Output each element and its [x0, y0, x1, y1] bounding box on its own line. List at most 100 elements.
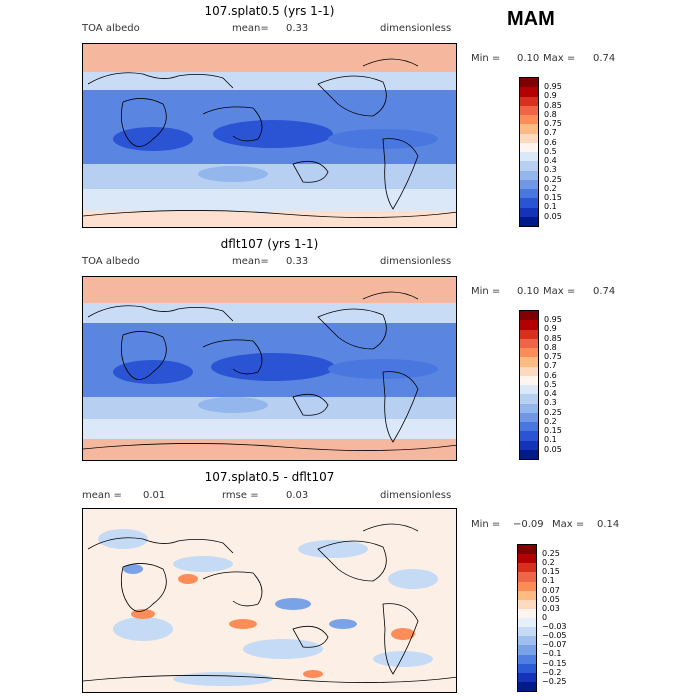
colorbar-swatch — [518, 654, 536, 664]
panel-top-coastlines — [83, 58, 456, 218]
colorbar-tick-label: −0.05 — [542, 631, 567, 641]
colorbar-tick-label: −0.15 — [542, 658, 567, 668]
panel-middle-max-label: Max = — [543, 286, 576, 297]
colorbar-tick-label: 0.05 — [544, 211, 562, 221]
colorbar-tick-label: 0.5 — [544, 146, 557, 156]
colorbar-swatch — [518, 681, 536, 691]
colorbar-tick-label: 0.1 — [544, 435, 557, 445]
colorbar-swatch — [520, 366, 538, 376]
colorbar-swatch — [520, 133, 538, 143]
colorbar-swatch — [520, 449, 538, 459]
colorbar-tick-label: 0.25 — [544, 407, 562, 417]
colorbar-tick-label: −0.07 — [542, 640, 567, 650]
panel-middle-units: dimensionless — [380, 256, 452, 267]
colorbar-swatch — [518, 581, 536, 591]
colorbar-tick-label: 0.95 — [544, 315, 562, 324]
colorbar-swatch — [520, 338, 538, 348]
panel-top-min-label: Min = — [471, 53, 501, 64]
colorbar-swatch — [520, 385, 538, 395]
panel-top-variable: TOA albedo — [82, 23, 140, 34]
colorbar-swatch — [518, 645, 536, 655]
colorbar-swatch — [518, 554, 536, 564]
colorbar-tick-label: 0.6 — [544, 137, 557, 147]
panel-middle-min-label: Min = — [471, 286, 501, 297]
colorbar-tick-label: 0.3 — [544, 398, 557, 408]
colorbar-swatch — [520, 440, 538, 450]
colorbar-tick-label: 0.1 — [542, 576, 555, 586]
panel-bottom-colorbar — [517, 544, 537, 692]
panel-bottom-max-value: 0.14 — [597, 519, 620, 530]
panel-top-colorbar — [519, 77, 539, 227]
colorbar-tick-label: 0.05 — [544, 444, 562, 454]
colorbar-tick-label: 0.75 — [544, 119, 562, 128]
colorbar-tick-label: 0 — [542, 612, 548, 622]
colorbar-swatch — [520, 142, 538, 152]
colorbar-swatch — [518, 545, 536, 555]
colorbar-tick-label: 0.25 — [544, 174, 562, 184]
colorbar-tick-label: −0.1 — [542, 649, 562, 659]
panel-bottom-max-label: Max = — [552, 519, 585, 530]
panel-top-max-value: 0.74 — [593, 53, 616, 64]
colorbar-swatch — [518, 608, 536, 618]
colorbar-swatch — [518, 627, 536, 637]
colorbar-tick-label: 0.1 — [544, 202, 557, 212]
panel-bottom-rmse-value: 0.03 — [286, 490, 309, 501]
panel-bottom-min-label: Min = — [471, 519, 501, 530]
colorbar-swatch — [520, 124, 538, 134]
colorbar-tick-label: −0.2 — [542, 667, 562, 677]
colorbar-swatch — [520, 115, 538, 125]
colorbar-tick-label: 0.8 — [544, 109, 557, 119]
colorbar-tick-label: 0.7 — [544, 128, 557, 138]
panel-middle-mean-label: mean= — [232, 256, 269, 267]
colorbar-swatch — [520, 357, 538, 367]
panel-bottom-coastlines — [83, 523, 456, 683]
colorbar-swatch — [520, 348, 538, 358]
panel-middle-map — [82, 276, 457, 461]
panel-top-max-label: Max = — [543, 53, 576, 64]
panel-bottom-mean-label: mean = — [82, 490, 122, 501]
colorbar-swatch — [518, 672, 536, 682]
colorbar-swatch — [520, 170, 538, 180]
colorbar-swatch — [520, 179, 538, 189]
colorbar-swatch — [520, 78, 538, 88]
colorbar-tick-label: 0.8 — [544, 342, 557, 352]
colorbar-swatch — [520, 161, 538, 171]
colorbar-swatch — [518, 590, 536, 600]
colorbar-tick-label: 0.2 — [544, 183, 557, 193]
colorbar-swatch — [518, 563, 536, 573]
colorbar-tick-label: 0.9 — [544, 91, 557, 101]
colorbar-swatch — [520, 412, 538, 422]
panel-top-colorbar-labels: 0.95 0.9 0.85 0.8 0.75 0.7 0.6 0.5 0.4 0.3 0.25 0.2… — [544, 82, 562, 221]
colorbar-swatch — [520, 320, 538, 330]
colorbar-swatch — [520, 375, 538, 385]
colorbar-swatch — [520, 105, 538, 115]
panel-bottom-units: dimensionless — [380, 490, 452, 501]
colorbar-tick-label: 0.4 — [544, 156, 557, 165]
colorbar-swatch — [520, 152, 538, 162]
colorbar-tick-label: −0.25 — [542, 676, 567, 686]
colorbar-tick-label: −0.03 — [542, 622, 567, 631]
colorbar-swatch — [518, 636, 536, 646]
panel-middle-colorbar-labels: 0.95 0.9 0.85 0.8 0.75 0.7 0.6 0.5 0.4 0.3 0.25 0.2… — [544, 315, 562, 454]
panel-middle-colorbar — [519, 310, 539, 460]
colorbar-tick-label: 0.03 — [542, 603, 560, 613]
colorbar-tick-label: 0.85 — [544, 100, 562, 110]
colorbar-swatch — [520, 216, 538, 226]
colorbar-tick-label: 0.25 — [542, 549, 560, 558]
colorbar-tick-label: 0.05 — [542, 594, 560, 604]
colorbar-swatch — [518, 618, 536, 628]
colorbar-swatch — [520, 431, 538, 441]
colorbar-swatch — [518, 663, 536, 673]
panel-top-mean-label: mean= — [232, 23, 269, 34]
colorbar-swatch — [520, 403, 538, 413]
panel-middle-coastlines — [83, 291, 456, 451]
panel-top-units: dimensionless — [380, 23, 452, 34]
colorbar-swatch — [520, 329, 538, 339]
panel-bottom-rmse-label: rmse = — [222, 490, 259, 501]
panel-middle-max-value: 0.74 — [593, 286, 616, 297]
colorbar-tick-label: 0.3 — [544, 165, 557, 175]
colorbar-swatch — [520, 87, 538, 97]
panel-bottom-min-value: −0.09 — [513, 519, 544, 530]
colorbar-tick-label: 0.7 — [544, 361, 557, 371]
season-label: MAM — [507, 8, 555, 30]
